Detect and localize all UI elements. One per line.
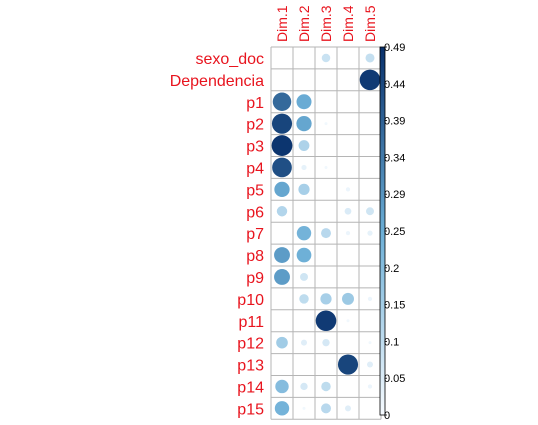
cell-circle-p2-Dim.1: [271, 113, 293, 134]
row-label-p11: p11: [238, 314, 264, 331]
cell-circle-p6-Dim.5: [366, 207, 374, 216]
colorbar: 0 0.05 0.1 0.15 0.2 0.25 0.29 0.34 0.39 0.44 0.49: [379, 42, 405, 422]
cell-circle-sexo_doc-Dim.5: [365, 53, 375, 63]
cell-circle-p12-Dim.2: [301, 339, 307, 346]
cell-circle-sexo_doc-Dim.3: [321, 53, 331, 63]
row-label-p2: p2: [246, 117, 264, 134]
cell-circle-p7-Dim.3: [321, 228, 331, 239]
column-labels: Dim.1 Dim.2 Dim.3 Dim.4 Dim.5: [274, 5, 378, 42]
row-label-Dependencia: Dependencia: [170, 73, 264, 90]
cell-circle-p13-Dim.4: [337, 354, 359, 375]
cell-circle-p6-Dim.4: [344, 207, 352, 215]
colorbar-tick-label: 0.34: [384, 152, 405, 164]
column-label-Dim.1: Dim.1: [274, 5, 290, 42]
row-label-p4: p4: [246, 160, 264, 177]
cell-circle-p1-Dim.2: [296, 94, 312, 110]
row-label-p7: p7: [246, 226, 264, 243]
cell-circle-p5-Dim.4: [345, 187, 351, 192]
cell-circle-p8-Dim.1: [274, 247, 290, 263]
row-label-sexo_doc: sexo_doc: [196, 51, 265, 68]
cell-circle-p15-Dim.4: [345, 405, 351, 412]
cell-circle-p10-Dim.5: [367, 296, 373, 301]
row-label-p13: p13: [237, 358, 264, 375]
cell-circle-p4-Dim.2: [301, 164, 307, 171]
plot-grid: [270, 46, 382, 420]
cell-circle-p7-Dim.2: [296, 225, 312, 241]
colorbar-tick-label: 0.29: [384, 189, 405, 201]
colorbar-tick-label: 0.25: [384, 226, 405, 238]
cell-circle-p14-Dim.2: [300, 382, 308, 391]
colorbar-tick-label: 0.1: [384, 336, 399, 348]
cell-circle-p9-Dim.2: [300, 272, 308, 281]
row-label-p6: p6: [246, 204, 264, 221]
cell-circle-p8-Dim.2: [296, 247, 312, 263]
cell-circle-p3-Dim.1: [271, 135, 293, 156]
cell-circle-p11-Dim.4: [346, 319, 350, 323]
colorbar-tick-label: 0.49: [384, 42, 405, 54]
cell-circle-p11-Dim.3: [315, 310, 337, 332]
column-label-Dim.4: Dim.4: [340, 5, 356, 42]
colorbar-tick-label: 0.2: [384, 263, 399, 275]
row-label-p10: p10: [237, 292, 264, 309]
cell-circle-p10-Dim.2: [299, 294, 309, 304]
cell-circle-p3-Dim.2: [298, 140, 310, 151]
colorbar-tick-label: 0.05: [384, 373, 405, 385]
cell-circle-p7-Dim.5: [367, 230, 373, 236]
cell-circle-p14-Dim.5: [367, 384, 373, 389]
cell-circle-p10-Dim.4: [342, 292, 354, 305]
colorbar-tick-label: 0.39: [384, 116, 405, 128]
row-label-p12: p12: [237, 336, 264, 353]
row-label-p14: p14: [237, 379, 264, 396]
colorbar-tick-label: 0: [384, 410, 390, 422]
row-label-p9: p9: [246, 270, 264, 287]
cell-circle-p15-Dim.1: [274, 401, 290, 416]
row-label-p5: p5: [246, 182, 264, 199]
cell-circle-p15-Dim.2: [302, 406, 306, 410]
cell-circle-p12-Dim.1: [276, 336, 288, 349]
row-label-p15: p15: [237, 401, 264, 418]
cell-circle-p15-Dim.3: [321, 403, 331, 414]
cell-circle-p4-Dim.3: [324, 165, 328, 169]
cell-circle-p10-Dim.3: [320, 293, 332, 305]
row-label-p3: p3: [246, 139, 264, 156]
row-label-p1: p1: [246, 95, 264, 112]
row-labels: sexo_doc Dependencia p1 p2 p3 p4 p5 p6 p7 p8 p9 p10…: [170, 51, 264, 418]
cell-circle-p7-Dim.4: [345, 231, 351, 236]
cell-circle-p13-Dim.5: [367, 361, 373, 368]
cell-circle-p14-Dim.1: [275, 379, 289, 394]
cell-circle-p4-Dim.1: [272, 157, 292, 178]
cell-circle-Dependencia-Dim.5: [359, 69, 381, 91]
row-label-p8: p8: [246, 248, 264, 265]
cell-circle-p12-Dim.3: [322, 338, 330, 347]
cell-circle-p5-Dim.1: [274, 181, 290, 198]
column-label-Dim.5: Dim.5: [362, 5, 378, 42]
cell-circle-p5-Dim.2: [298, 183, 310, 195]
colorbar-tick-label: 0.44: [384, 79, 405, 91]
cell-circle-p2-Dim.2: [296, 116, 312, 132]
cell-circle-p1-Dim.1: [272, 92, 292, 111]
cell-circle-p9-Dim.1: [274, 269, 290, 285]
cell-circle-p2-Dim.3: [324, 122, 328, 126]
column-label-Dim.2: Dim.2: [296, 5, 312, 42]
colorbar-tick-label: 0.15: [384, 300, 405, 312]
cell-circle-p12-Dim.5: [368, 341, 372, 345]
column-label-Dim.3: Dim.3: [318, 5, 334, 42]
plot-circles: [271, 53, 381, 416]
cell-circle-p14-Dim.3: [321, 381, 331, 392]
cell-circle-p6-Dim.1: [276, 206, 288, 217]
